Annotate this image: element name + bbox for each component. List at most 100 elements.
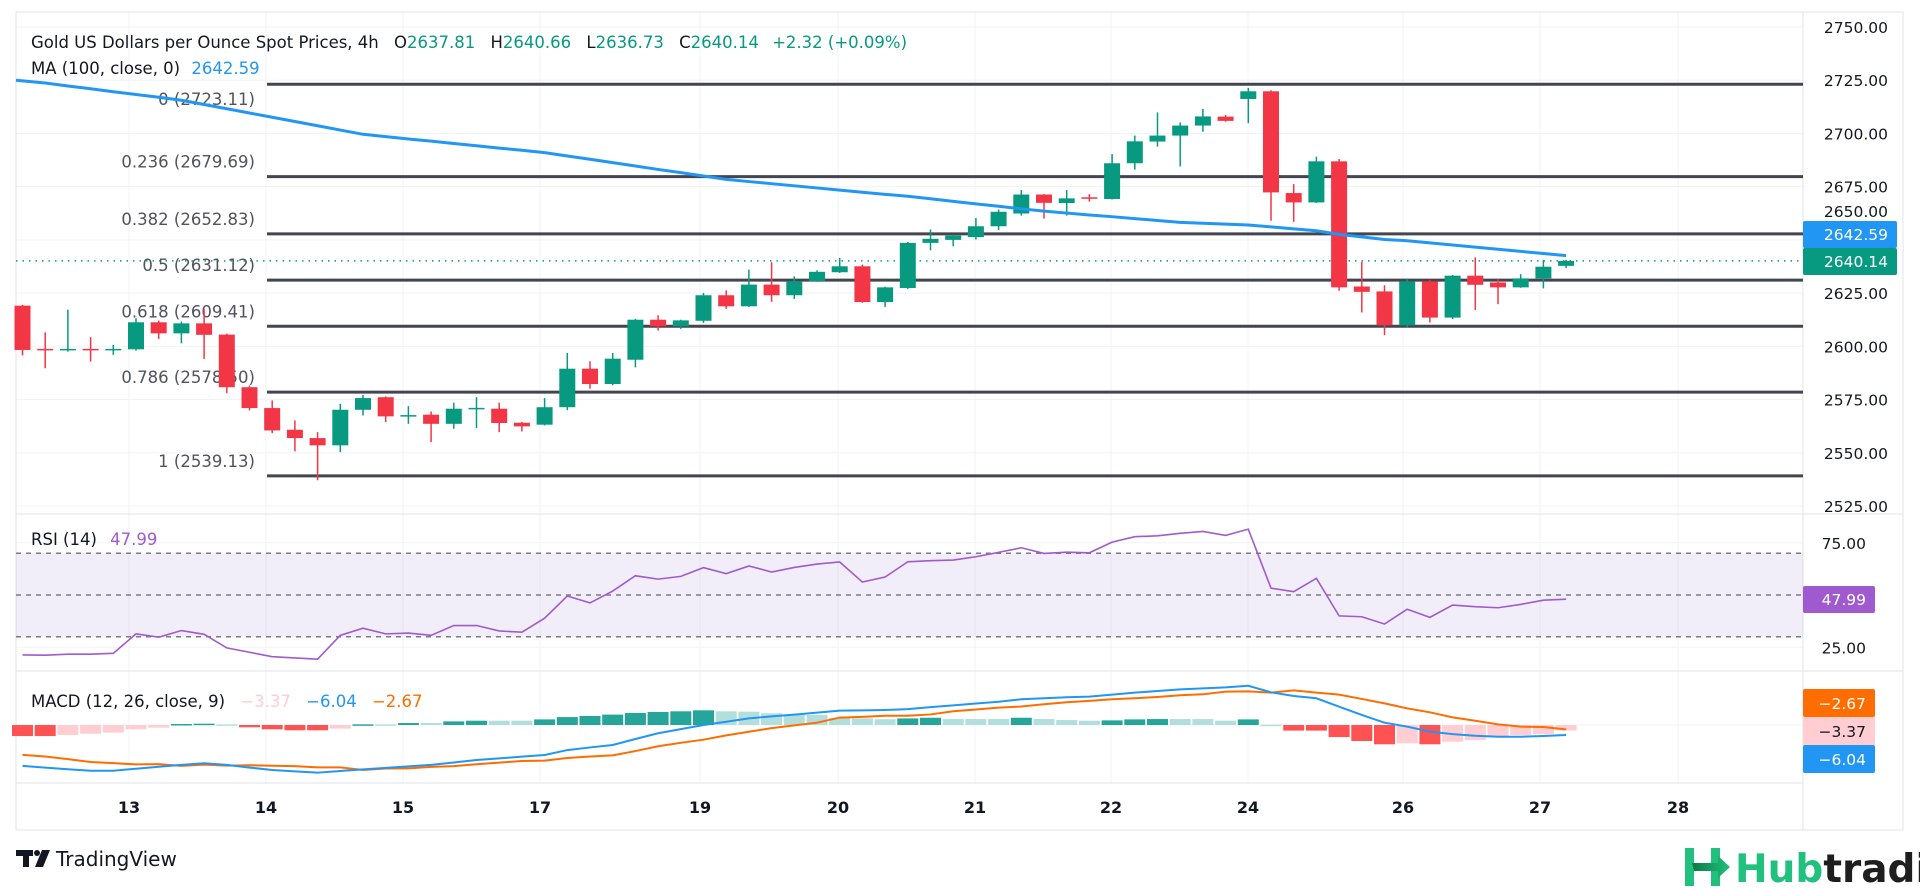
macd-histogram-bar: [579, 715, 601, 725]
candle: [105, 344, 122, 355]
macd-histogram-bar: [1033, 719, 1055, 725]
macd-histogram-bar: [329, 725, 351, 729]
candle-body: [1194, 116, 1211, 126]
fib-level-label: 0.618 (2609.41): [121, 302, 255, 321]
candle-body: [1285, 193, 1302, 203]
candle-body: [14, 305, 31, 350]
close-value: 2640.14: [691, 33, 759, 52]
macd-histogram-bar: [1169, 719, 1191, 725]
candle-body: [105, 348, 122, 351]
date-axis[interactable]: 13 14 15 17 19 20 21 22 24 26 27 28: [118, 798, 1689, 817]
price-tick-label: 2675.00: [1824, 179, 1888, 197]
ma-badge-text: 2642.59: [1824, 226, 1888, 244]
candle-body: [559, 368, 576, 408]
macd-histogram-bar: [602, 714, 624, 725]
macd-histogram-bar: [1260, 724, 1282, 727]
candle: [899, 242, 916, 289]
candle: [809, 270, 825, 282]
macd-histogram-bar: [488, 720, 510, 725]
candle: [355, 394, 371, 416]
macd-histogram-bar: [1532, 725, 1554, 735]
candle-body: [1490, 282, 1506, 288]
candle-body: [718, 295, 735, 307]
tradingview-logo[interactable]: TradingView: [16, 847, 177, 871]
candle-body: [1058, 198, 1075, 204]
candle-body: [59, 348, 76, 351]
candle-body: [491, 408, 508, 423]
macd-histogram-bar: [534, 719, 556, 725]
tradingview-logo-text: TradingView: [55, 847, 177, 871]
candle-body: [831, 266, 848, 273]
candle: [763, 262, 780, 302]
macd-histogram-bar: [1237, 719, 1259, 725]
candle: [695, 292, 712, 323]
rsi-value-badge: 47.99: [1803, 586, 1875, 613]
macd-legend[interactable]: MACD (12, 26, close, 9) −3.37 −6.04 −2.6…: [31, 692, 423, 711]
candle-body: [763, 284, 780, 296]
candle-body: [990, 211, 1007, 227]
macd-histogram-bar: [148, 725, 170, 728]
candle-body: [1081, 197, 1098, 199]
macd-histogram-bar: [261, 725, 283, 730]
candle-body: [1444, 275, 1461, 318]
symbol-legend[interactable]: Gold US Dollars per Ounce Spot Prices, 4…: [31, 33, 907, 52]
candle-body: [877, 287, 894, 303]
candle: [672, 319, 689, 329]
candle: [37, 332, 54, 369]
macd-histogram-bar: [102, 725, 124, 733]
rsi-legend[interactable]: RSI (14) 47.99: [31, 530, 157, 549]
price-axis[interactable]: 2750.00 2725.00 2700.00 2675.00 2650.00 2625.…: [1824, 19, 1888, 516]
hub-text: Hub: [1735, 847, 1823, 888]
candle: [559, 352, 576, 411]
candle-body: [82, 348, 99, 351]
candle-body: [1376, 291, 1393, 326]
candle-body: [672, 320, 689, 327]
candle: [990, 209, 1007, 231]
fib-level-label: 0.786 (2578.50): [121, 368, 255, 387]
macd-legend-signal: −2.67: [372, 692, 423, 711]
last-price-badge-text: 2640.14: [1824, 253, 1888, 271]
low-label: L: [586, 33, 596, 52]
macd-legend-macd: −6.04: [306, 692, 357, 711]
date-tick-label: 27: [1529, 798, 1551, 817]
candle-body: [355, 398, 371, 410]
candle: [423, 411, 440, 443]
macd-histogram-bar: [375, 724, 397, 726]
hubtrading-logo: Hubtrading: [1685, 847, 1920, 888]
candle: [196, 309, 213, 359]
rsi-badge-text: 47.99: [1822, 591, 1866, 609]
candle: [1353, 261, 1370, 313]
macd-histogram-bar: [1328, 725, 1350, 738]
date-tick-label: 22: [1100, 798, 1122, 817]
candle-body: [400, 415, 417, 417]
rsi-axis[interactable]: 75.00 25.00: [1822, 535, 1866, 658]
candle: [82, 337, 99, 362]
candle-body: [1126, 141, 1143, 164]
hist-badge-text: −3.37: [1819, 723, 1867, 741]
macd-histogram-bar: [1010, 717, 1032, 725]
candle-body: [37, 348, 54, 351]
macd-histogram-bar: [1147, 719, 1168, 725]
candle: [1217, 114, 1234, 122]
candle-body: [286, 429, 303, 439]
candle-body: [1353, 286, 1370, 292]
candle: [264, 400, 281, 434]
macd-histogram-bar: [1374, 725, 1395, 745]
candle: [491, 402, 508, 433]
macd-histogram-bar: [1351, 725, 1373, 742]
ma-legend[interactable]: MA (100, close, 0) 2642.59: [31, 59, 260, 78]
macd-badges: −2.67 −3.37 −6.04: [1803, 689, 1875, 773]
signal-badge-bg: [1803, 689, 1875, 717]
candle: [854, 264, 871, 303]
macd-histogram-bar: [239, 725, 260, 728]
candle-body: [150, 322, 167, 334]
macd-histogram-bar: [125, 725, 147, 730]
fibonacci-retracement[interactable]: 0 (2723.11) 0.236 (2679.69) 0.382 (2652.83…: [121, 82, 1803, 478]
macd-histogram-bar: [12, 725, 33, 737]
macd-histogram-bar: [34, 725, 56, 737]
candle-body: [332, 409, 349, 446]
candle-body: [1558, 260, 1575, 266]
price-tick-label: 2700.00: [1824, 125, 1888, 143]
candle: [128, 318, 144, 351]
